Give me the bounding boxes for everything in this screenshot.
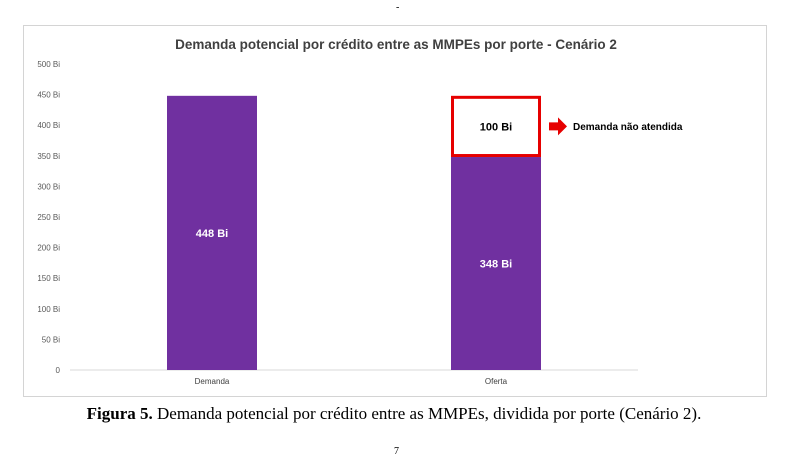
y-tick-label: 200 Bi <box>37 244 60 253</box>
caption-text: Demanda potencial por crédito entre as M… <box>152 404 702 423</box>
chart-frame <box>23 25 767 397</box>
bar-chart: Demanda potencial por crédito entre as M… <box>37 37 683 386</box>
y-tick-label: 0 <box>56 366 61 375</box>
right-arrow-icon <box>549 117 567 136</box>
x-tick-label: Demanda <box>195 377 230 386</box>
bar <box>451 95 541 158</box>
y-tick-label: 400 Bi <box>37 121 60 130</box>
x-tick-label: Oferta <box>485 377 508 386</box>
data-label: 348 Bi <box>480 259 512 271</box>
caption-label: Figura 5. <box>86 404 153 423</box>
data-label: 100 Bi <box>480 121 512 133</box>
page-number: 7 <box>394 446 399 457</box>
chart-title: Demanda potencial por crédito entre as M… <box>175 37 617 52</box>
y-tick-label: 150 Bi <box>37 274 60 283</box>
y-tick-label: 450 Bi <box>37 91 60 100</box>
y-tick-label: 250 Bi <box>37 213 60 222</box>
y-tick-label: 500 Bi <box>37 60 60 69</box>
y-tick-label: 350 Bi <box>37 152 60 161</box>
bar <box>451 157 541 370</box>
figure-caption: Figura 5. Demanda potencial por crédito … <box>0 404 788 424</box>
data-label: 448 Bi <box>196 228 228 240</box>
y-tick-label: 50 Bi <box>42 335 60 344</box>
top-page-mark: - <box>396 2 400 13</box>
annotation-text: Demanda não atendida <box>573 122 683 133</box>
bar <box>167 95 257 370</box>
y-tick-label: 100 Bi <box>37 305 60 314</box>
y-tick-label: 300 Bi <box>37 182 60 191</box>
